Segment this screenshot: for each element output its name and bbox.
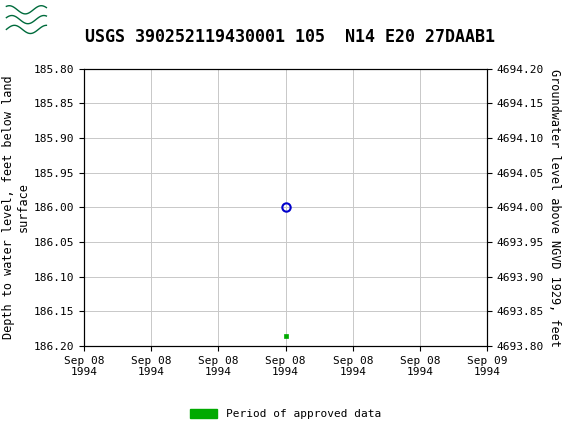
Text: USGS: USGS	[54, 12, 97, 29]
FancyBboxPatch shape	[5, 3, 48, 37]
Text: USGS 390252119430001 105  N14 E20 27DAAB1: USGS 390252119430001 105 N14 E20 27DAAB1	[85, 28, 495, 46]
Y-axis label: Depth to water level, feet below land
surface: Depth to water level, feet below land su…	[2, 76, 30, 339]
Legend: Period of approved data: Period of approved data	[185, 405, 386, 424]
Y-axis label: Groundwater level above NGVD 1929, feet: Groundwater level above NGVD 1929, feet	[548, 68, 561, 347]
